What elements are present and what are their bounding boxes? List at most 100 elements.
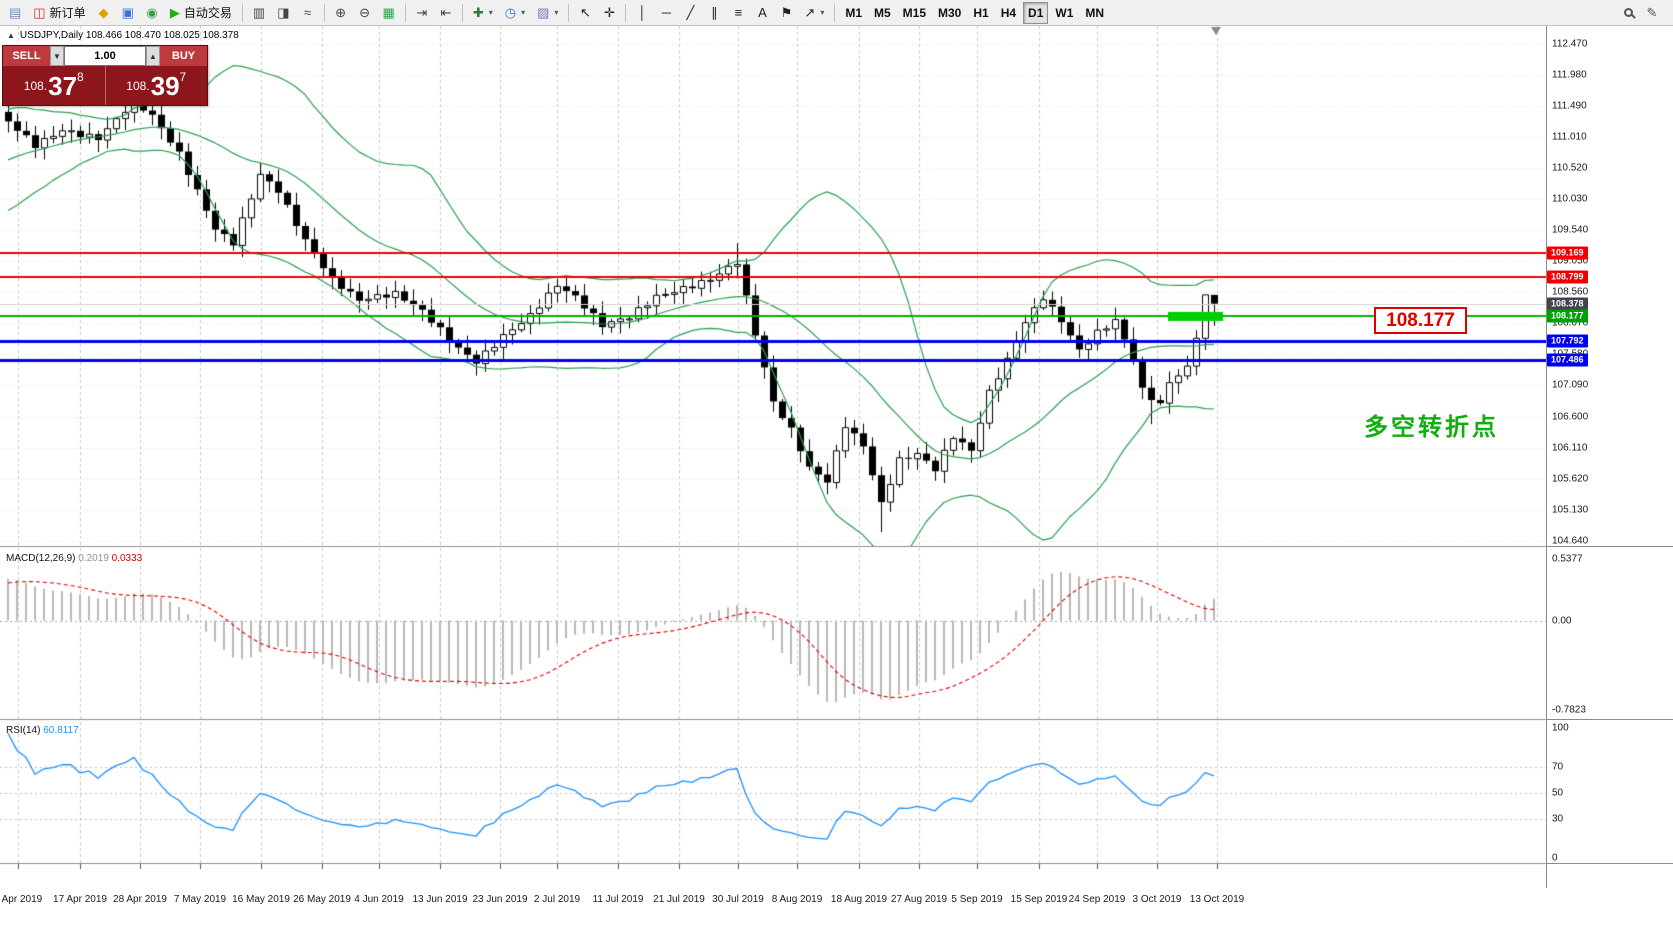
horizontal-line-icon[interactable]: ─ <box>655 2 677 24</box>
ask-big-digits: 39 <box>150 70 180 101</box>
cursor-icon[interactable]: ↖ <box>574 2 596 24</box>
line-chart-icon[interactable]: ≈ <box>297 2 319 24</box>
tf-m5[interactable]: M5 <box>869 2 896 24</box>
templates-dropdown[interactable]: ▨ ▾ <box>532 2 563 24</box>
tile-windows-icon[interactable]: ▦ <box>378 2 400 24</box>
tf-d1[interactable]: D1 <box>1023 1 1049 24</box>
buy-price-button[interactable]: 108. 39 7 <box>106 66 208 105</box>
zoom-in-icon[interactable]: ⊕ <box>330 2 352 24</box>
tf-m15-label: M15 <box>902 5 927 20</box>
chart-shift-icon-glyph: ⇤ <box>440 5 452 20</box>
fibonacci-icon-glyph: ≡ <box>734 5 743 20</box>
tf-h4[interactable]: H4 <box>996 2 1021 24</box>
price-axis-label: 105.620 <box>1552 473 1589 485</box>
panel-divider <box>1547 546 1673 547</box>
toolbar-separator <box>241 3 243 22</box>
line-chart-icon-glyph: ≈ <box>303 5 312 20</box>
zoom-out-icon[interactable]: ⊖ <box>354 2 376 24</box>
tf-mn[interactable]: MN <box>1080 2 1109 24</box>
macd-name: MACD(12,26,9) <box>6 553 76 564</box>
date-label: 8 Aug 2019 <box>771 894 823 905</box>
rsi-axis-label: 30 <box>1552 813 1564 825</box>
sell-options-caret[interactable]: ▼ <box>50 46 64 66</box>
price-tag: 108.799 <box>1547 270 1588 284</box>
tf-mn-label: MN <box>1085 5 1105 20</box>
label-icon[interactable]: ⚑ <box>775 2 797 24</box>
bid-pipette: 8 <box>77 70 84 84</box>
tf-h1[interactable]: H1 <box>968 2 993 24</box>
one-click-top-row: SELL ▼ ▲ BUY <box>3 46 207 66</box>
volume-input[interactable] <box>64 46 146 66</box>
sell-button[interactable]: SELL <box>3 46 50 66</box>
date-label: 3 Oct 2019 <box>1132 894 1182 905</box>
price-divider <box>104 66 106 105</box>
text-icon-glyph: A <box>758 5 767 20</box>
market-watch-icon[interactable]: ◆ <box>93 2 115 24</box>
tf-w1-label: W1 <box>1055 5 1074 20</box>
label-icon-glyph: ⚑ <box>780 5 793 20</box>
channel-icon[interactable]: ∥ <box>703 2 725 24</box>
candlestick-chart-icon[interactable]: ◨ <box>272 2 294 24</box>
periods-dropdown[interactable]: ◷ ▾ <box>500 2 530 24</box>
price-tag: 107.792 <box>1547 334 1588 348</box>
navigator-icon[interactable]: ◉ <box>141 2 163 24</box>
date-label: 26 May 2019 <box>293 894 351 905</box>
toolbar-separator <box>404 3 406 22</box>
price-axis-label: 112.470 <box>1552 38 1588 50</box>
rsi-indicator-label: RSI(14) 60.8117 <box>6 725 79 736</box>
rsi-axis-label: 100 <box>1552 722 1569 734</box>
autotrading-button[interactable]: ▶ 自动交易 <box>165 2 237 24</box>
data-window-icon[interactable]: ▣ <box>117 2 139 24</box>
new-order-button[interactable]: ◫ 新订单 <box>28 2 90 24</box>
tf-m30[interactable]: M30 <box>933 2 966 24</box>
price-axis-label: 110.520 <box>1552 162 1588 174</box>
new-order-button-glyph: ◫ <box>33 5 46 20</box>
crosshair-icon[interactable]: ✛ <box>598 2 620 24</box>
fibonacci-icon[interactable]: ≡ <box>727 2 749 24</box>
search-icon[interactable] <box>1617 2 1639 24</box>
chart-shift-icon[interactable]: ⇤ <box>435 2 457 24</box>
navigator-icon-glyph: ◉ <box>146 5 158 20</box>
arrows-dropdown[interactable]: ↗ ▾ <box>799 2 829 24</box>
edit-icon[interactable]: ✎ <box>1641 2 1663 24</box>
price-axis-label: 109.540 <box>1552 224 1589 236</box>
chart-area: 112.470 111.980 111.490 111.010 110.520 110.0… <box>0 26 1673 948</box>
buy-button[interactable]: BUY <box>160 46 207 66</box>
candlestick-chart-icon-glyph: ◨ <box>277 5 290 20</box>
vertical-line-icon-glyph: │ <box>638 5 647 20</box>
bar-chart-icon[interactable]: ▥ <box>248 2 270 24</box>
vertical-line-icon[interactable]: │ <box>631 2 653 24</box>
periods-dropdown-caret-icon: ▾ <box>521 8 526 17</box>
new-chart-icon[interactable]: ▤ <box>4 2 26 24</box>
toolbar-separator <box>568 3 570 22</box>
trendline-icon[interactable]: ╱ <box>679 2 701 24</box>
tf-m1[interactable]: M1 <box>840 2 867 24</box>
toolbar-right-groups: ✎ <box>1616 2 1670 24</box>
rsi-axis-label: 70 <box>1552 761 1564 773</box>
price-tag: 108.177 <box>1547 309 1588 323</box>
auto-scroll-icon[interactable]: ⇥ <box>411 2 433 24</box>
toolbar-separator <box>461 3 463 22</box>
toolbar-left-groups: ▤ ◫ 新订单 ◆ ▣ ◉ ▶ 自动交易 ▥ ◨ ≈ ⊕ ⊖ ▦ ⇥ ⇤ ✚ ▾ ◷ ▾ ▨ ▾ ↖ ✛ │ ─ ╱ ∥ ≡ A ⚑ ↗ ▾ M1… <box>3 1 1110 24</box>
bid-prefix: 108. <box>23 78 48 93</box>
sell-price-button[interactable]: 108. 37 8 <box>3 66 105 105</box>
price-level-callout[interactable]: 108.177 <box>1374 307 1467 334</box>
text-icon[interactable]: A <box>751 2 773 24</box>
date-label: 13 Jun 2019 <box>412 894 468 905</box>
price-chart-canvas[interactable] <box>0 26 1546 888</box>
bid-big-digits: 37 <box>48 70 78 101</box>
price-axis-label: 111.010 <box>1552 131 1587 143</box>
buy-options-caret[interactable]: ▲ <box>146 46 160 66</box>
autotrading-button-glyph: ▶ <box>169 5 180 20</box>
price-tag: 108.378 <box>1547 297 1588 311</box>
autotrading-button-label: 自动交易 <box>183 6 232 20</box>
date-label: 18 Aug 2019 <box>830 894 888 905</box>
one-click-price-row: 108. 37 8 108. 39 7 <box>3 66 207 105</box>
tf-w1[interactable]: W1 <box>1050 2 1078 24</box>
main-toolbar: ▤ ◫ 新订单 ◆ ▣ ◉ ▶ 自动交易 ▥ ◨ ≈ ⊕ ⊖ ▦ ⇥ ⇤ ✚ ▾ ◷ ▾ ▨ ▾ ↖ ✛ │ ─ ╱ ∥ ≡ A ⚑ ↗ ▾ M1… <box>0 0 1673 26</box>
tf-m15[interactable]: M15 <box>898 2 931 24</box>
indicators-dropdown[interactable]: ✚ ▾ <box>468 2 498 24</box>
one-click-toggle-icon[interactable]: ▲ <box>7 30 15 40</box>
tf-m5-label: M5 <box>874 5 891 20</box>
